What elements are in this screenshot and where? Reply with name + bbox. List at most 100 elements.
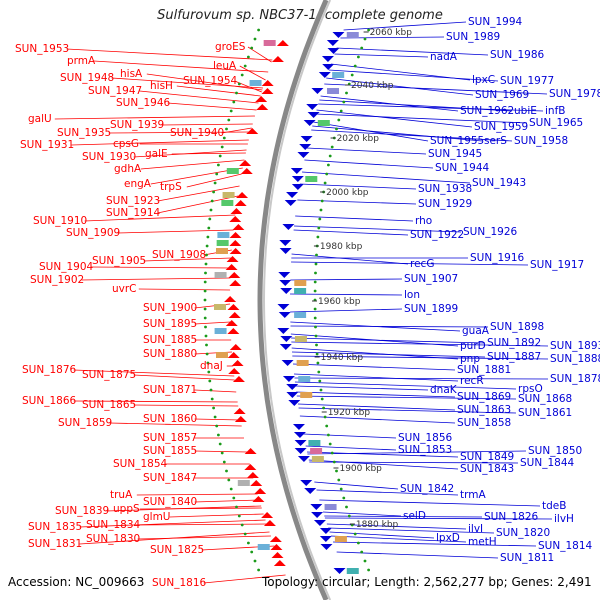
reverse-gene-arrow xyxy=(284,200,297,206)
tick-dot-outer xyxy=(247,55,250,59)
forward-gene-label: SUN_1904 xyxy=(39,261,93,273)
reverse-connector xyxy=(292,355,549,360)
kbp-label: 2000 kbp xyxy=(326,188,369,198)
reverse-gene-arrow xyxy=(306,104,319,110)
tick-dot-outer xyxy=(225,127,228,131)
tick-dot-outer xyxy=(222,136,226,140)
cog-block-left xyxy=(215,352,228,358)
tick-dot-outer xyxy=(232,100,236,104)
forward-gene-arrow xyxy=(226,256,239,262)
tick-dot-inner xyxy=(320,397,324,401)
tick-dot-outer xyxy=(207,370,211,374)
tick-dot-inner xyxy=(367,568,370,572)
reverse-connector xyxy=(326,77,474,96)
reverse-connector xyxy=(320,95,459,112)
reverse-connector xyxy=(324,83,548,95)
reverse-gene-arrow xyxy=(279,248,292,254)
tick-dot-outer xyxy=(218,442,222,446)
reverse-connector xyxy=(291,261,529,266)
reverse-connector xyxy=(330,535,467,543)
tick-dot-outer xyxy=(213,181,217,185)
tick-dot-inner xyxy=(345,505,348,509)
reverse-gene-label: lon xyxy=(404,289,420,301)
forward-connector xyxy=(66,48,273,61)
tick-dot-inner xyxy=(317,370,321,374)
reverse-connector xyxy=(298,407,517,414)
reverse-connector xyxy=(290,278,403,281)
forward-gene-arrow xyxy=(227,352,240,358)
tick-dot-outer xyxy=(217,433,220,437)
reverse-connector xyxy=(299,183,417,190)
forward-connector xyxy=(137,535,271,540)
forward-gene-label: SUN_1908 xyxy=(152,249,206,261)
forward-gene-label: SUN_1839 xyxy=(55,505,109,517)
forward-gene-label: galE xyxy=(145,148,168,160)
reverse-gene-arrow xyxy=(277,328,290,334)
tick-dot-inner xyxy=(316,235,320,239)
reverse-connector xyxy=(334,53,429,58)
kbp-scale: 2060 kbp 2040 kbp 2020 kbp 2000 kbp 1980 kbp… xyxy=(312,28,412,530)
reverse-gene-arrow xyxy=(279,280,292,286)
reverse-gene-arrow xyxy=(292,424,305,430)
tick-dot-outer xyxy=(210,199,214,203)
forward-connector xyxy=(140,159,245,170)
tick-dot-inner xyxy=(330,145,334,149)
reverse-gene-label: SUN_1826 xyxy=(484,511,538,523)
reverse-connector xyxy=(290,308,403,313)
forward-gene-label: SUN_1854 xyxy=(113,458,167,470)
forward-connector xyxy=(139,507,262,510)
reverse-connector xyxy=(305,445,397,451)
kbp-label: 1920 kbp xyxy=(328,408,371,418)
forward-gene-label: trpS xyxy=(160,181,182,193)
reverse-connector xyxy=(328,527,495,534)
tick-dot-inner xyxy=(316,361,320,365)
forward-gene-arrow xyxy=(273,560,286,566)
forward-gene-label: SUN_1923 xyxy=(106,195,160,207)
tick-dot-inner xyxy=(339,109,343,113)
reverse-gene-label: recG xyxy=(410,258,434,270)
forward-gene-label: SUN_1860 xyxy=(143,413,197,425)
forward-connector xyxy=(117,229,234,234)
reverse-gene-label: SUN_1887 xyxy=(487,351,541,363)
reverse-gene-label: metH xyxy=(468,536,497,548)
forward-gene-arrow xyxy=(236,192,249,198)
tick-dot-inner xyxy=(320,199,324,203)
tick-dot-outer xyxy=(205,352,209,356)
forward-gene-arrow xyxy=(239,160,252,166)
forward-connector xyxy=(90,266,231,269)
reverse-connector xyxy=(304,159,434,169)
tick-dot-inner xyxy=(313,316,317,320)
reverse-gene-arrow xyxy=(307,112,320,118)
backbone-arc xyxy=(257,0,329,600)
reverse-connector xyxy=(315,113,528,124)
tick-dot-inner xyxy=(342,100,346,104)
tick-dot-inner xyxy=(360,46,364,50)
reverse-gene-arrow xyxy=(299,144,312,150)
forward-gene-arrow xyxy=(271,56,284,62)
tick-dot-outer xyxy=(212,406,216,410)
reverse-gene-arrow xyxy=(288,400,301,406)
reverse-connector xyxy=(290,325,489,328)
tick-dot-outer xyxy=(207,226,211,230)
cog-block-right xyxy=(317,120,330,126)
tick-dot-outer xyxy=(205,253,208,257)
forward-gene-arrow xyxy=(231,360,244,366)
reverse-gene-label: ubiE xyxy=(514,105,537,117)
forward-gene-arrow xyxy=(244,464,257,470)
tick-dot-outer xyxy=(204,271,207,275)
reverse-gene-label: SUN_1869 xyxy=(457,391,511,403)
cog-block-right xyxy=(300,392,313,398)
forward-connector xyxy=(194,499,260,503)
tick-dot-inner xyxy=(353,532,357,536)
forward-gene-label: SUN_1876 xyxy=(22,364,76,376)
reverse-connector xyxy=(291,347,459,360)
reverse-gene-label: SUN_1850 xyxy=(528,445,582,457)
forward-gene-label: SUN_1871 xyxy=(143,384,197,396)
reverse-connector xyxy=(294,373,459,382)
tick-dot-inner xyxy=(328,154,332,158)
reverse-connector xyxy=(328,69,499,82)
forward-gene-arrow xyxy=(261,88,274,94)
forward-gene-label: SUN_1855 xyxy=(143,445,197,457)
tick-dot-outer xyxy=(235,91,238,95)
